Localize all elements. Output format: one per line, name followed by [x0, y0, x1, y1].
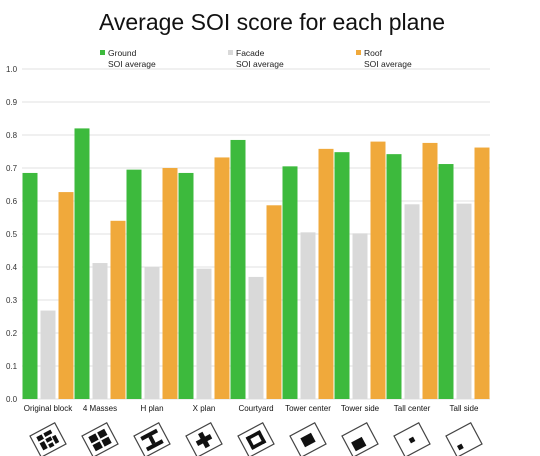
building-mass — [145, 439, 164, 452]
bar-facade-2 — [144, 267, 160, 399]
category-label: Tall side — [450, 404, 479, 413]
legend-swatch — [356, 50, 361, 55]
bar-ground-4 — [230, 139, 246, 399]
building-mass — [148, 435, 156, 445]
bar-roof-1 — [110, 220, 126, 399]
bar-roof-7 — [422, 142, 438, 400]
chart-title: Average SOI score for each plane — [99, 9, 445, 35]
bar-facade-5 — [300, 232, 316, 399]
bar-facade-8 — [456, 203, 472, 399]
site-outline — [81, 422, 119, 456]
category-label: X plan — [193, 404, 216, 413]
tall-side-plan-icon — [445, 422, 483, 456]
legend-label: Facade SOI average — [236, 48, 284, 69]
building-mass — [408, 436, 416, 444]
bar-facade-4 — [248, 276, 264, 399]
category-label: Tower side — [341, 404, 380, 413]
building-mass — [300, 432, 316, 448]
building-mass — [51, 434, 60, 444]
building-mass — [97, 428, 108, 439]
legend-label: Ground SOI average — [108, 48, 156, 69]
legend-swatch — [228, 50, 233, 55]
category-label: Tall center — [394, 404, 431, 413]
y-tick-label: 1.0 — [6, 65, 18, 74]
y-tick-label: 0.3 — [6, 296, 18, 305]
bar-roof-8 — [474, 147, 490, 399]
bar-ground-2 — [126, 169, 142, 399]
tower-center-plan-icon — [289, 422, 327, 456]
category-label: H plan — [140, 404, 163, 413]
building-mass — [101, 436, 112, 447]
x-plan-icon — [185, 422, 223, 456]
legend-swatch — [100, 50, 105, 55]
bar-roof-6 — [370, 141, 386, 399]
y-tick-label: 0.9 — [6, 98, 18, 107]
y-tick-label: 0.4 — [6, 263, 18, 272]
bar-facade-3 — [196, 268, 212, 399]
category-label: Tower center — [285, 404, 331, 413]
y-tick-label: 0.6 — [6, 197, 18, 206]
bar-facade-0 — [40, 310, 56, 399]
building-mass — [245, 435, 256, 450]
category-label: 4 Masses — [83, 404, 117, 413]
four-masses-plan-icon — [81, 422, 119, 456]
site-outline — [237, 422, 275, 456]
building-mass — [140, 428, 159, 441]
category-label: Original block — [24, 404, 73, 413]
bar-roof-2 — [162, 168, 178, 399]
bar-ground-8 — [438, 164, 454, 399]
building-mass — [92, 441, 103, 452]
building-mass — [39, 440, 48, 451]
category-label: Courtyard — [238, 404, 273, 413]
bar-facade-6 — [352, 233, 368, 399]
bars-layer — [22, 128, 490, 400]
plan-icons — [29, 422, 483, 456]
bar-ground-0 — [22, 172, 38, 399]
h-plan-icon — [133, 422, 171, 456]
legend: Ground SOI average Facade SOI average Roof SO… — [100, 48, 412, 69]
bar-roof-0 — [58, 192, 74, 399]
building-mass — [48, 442, 55, 449]
bar-ground-3 — [178, 172, 194, 399]
building-mass — [195, 434, 213, 446]
building-mass — [351, 436, 367, 452]
building-mass — [456, 443, 464, 451]
category-labels: Original block 4 Masses H plan X plan Courty… — [24, 404, 479, 413]
bar-roof-5 — [318, 148, 334, 399]
y-tick-label: 0.5 — [6, 230, 18, 239]
bar-facade-1 — [92, 263, 108, 399]
tower-side-plan-icon — [341, 422, 379, 456]
y-tick-label: 0.2 — [6, 329, 18, 338]
building-mass — [43, 429, 53, 437]
bar-ground-6 — [334, 152, 350, 399]
bar-ground-5 — [282, 166, 298, 399]
building-mass — [45, 436, 53, 443]
original-block-plan-icon — [29, 422, 67, 456]
site-outline — [445, 422, 483, 456]
building-mass — [88, 433, 99, 444]
bar-facade-7 — [404, 204, 420, 399]
building-mass — [256, 430, 267, 445]
y-tick-label: 0.0 — [6, 395, 18, 404]
bar-roof-3 — [214, 157, 230, 399]
legend-label: Roof SOI average — [364, 48, 412, 69]
y-tick-label: 0.7 — [6, 164, 18, 173]
bar-ground-1 — [74, 128, 90, 399]
tall-center-plan-icon — [393, 422, 431, 456]
bar-ground-7 — [386, 154, 402, 399]
y-tick-label: 0.1 — [6, 362, 18, 371]
building-mass — [36, 434, 44, 442]
y-tick-label: 0.8 — [6, 131, 18, 140]
courtyard-plan-icon — [237, 422, 275, 456]
bar-roof-4 — [266, 205, 282, 399]
